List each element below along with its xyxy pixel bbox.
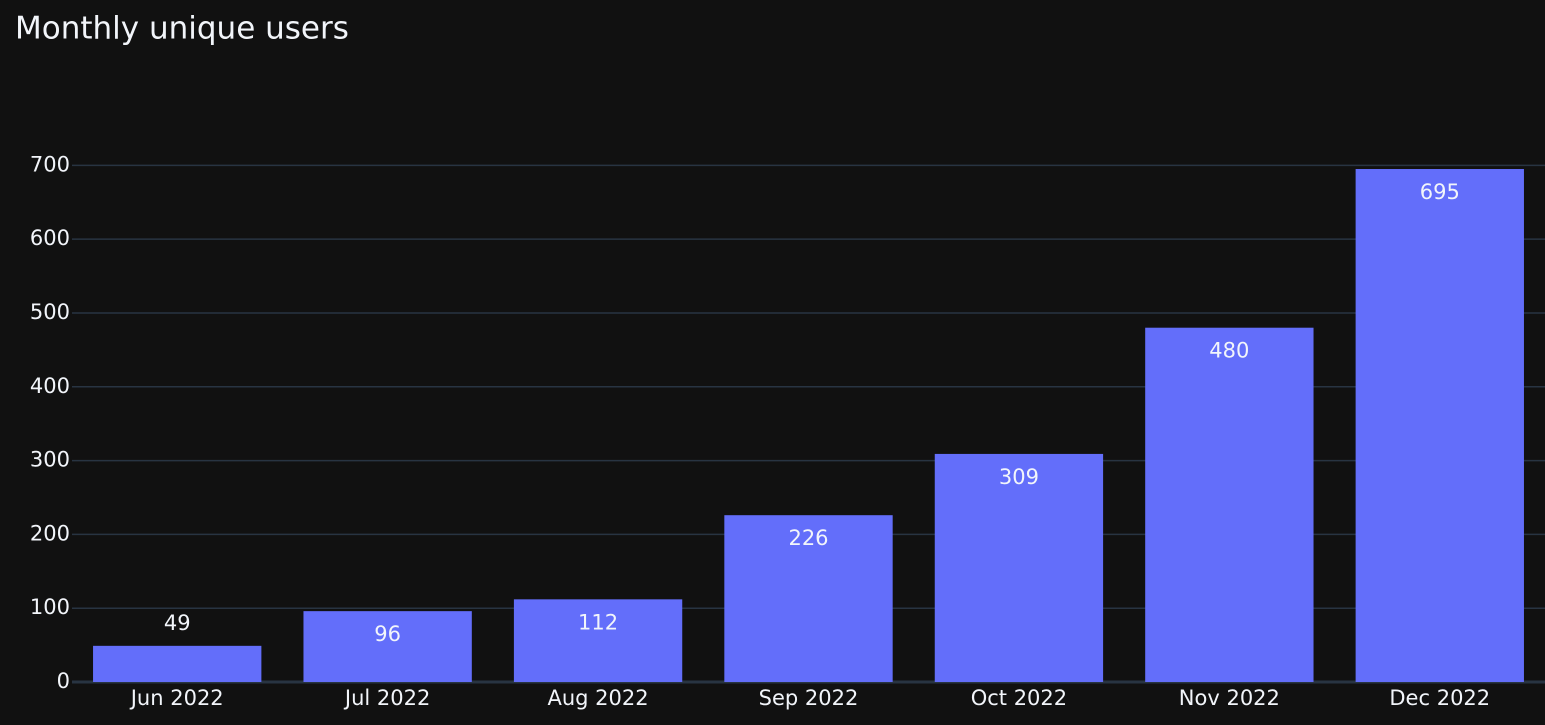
data-label: 112 [578, 610, 618, 634]
data-label: 309 [999, 465, 1039, 489]
y-tick-label: 300 [30, 448, 70, 472]
x-tick-label: Jul 2022 [343, 686, 430, 710]
data-label: 695 [1420, 180, 1460, 204]
y-tick-label: 500 [30, 300, 70, 324]
bar [1355, 169, 1524, 682]
data-label: 480 [1209, 339, 1249, 363]
bar [1145, 327, 1314, 682]
y-tick-label: 0 [57, 669, 70, 693]
x-tick-label: Aug 2022 [548, 686, 649, 710]
data-label: 226 [788, 526, 828, 550]
x-tick-label: Dec 2022 [1389, 686, 1490, 710]
y-tick-label: 600 [30, 226, 70, 250]
y-tick-label: 400 [30, 374, 70, 398]
bar [93, 645, 262, 682]
bar [303, 611, 472, 682]
x-tick-label: Jun 2022 [129, 686, 224, 710]
y-tick-label: 200 [30, 521, 70, 545]
x-tick-label: Sep 2022 [759, 686, 859, 710]
x-tick-label: Oct 2022 [971, 686, 1067, 710]
bar [934, 453, 1104, 682]
data-label: 49 [164, 611, 191, 635]
bar [513, 599, 683, 682]
y-tick-label: 100 [30, 595, 70, 619]
bar [724, 515, 893, 682]
y-tick-label: 700 [30, 152, 70, 176]
x-tick-label: Nov 2022 [1179, 686, 1280, 710]
data-label: 96 [374, 622, 401, 646]
chart-title: Monthly unique users [15, 11, 349, 47]
